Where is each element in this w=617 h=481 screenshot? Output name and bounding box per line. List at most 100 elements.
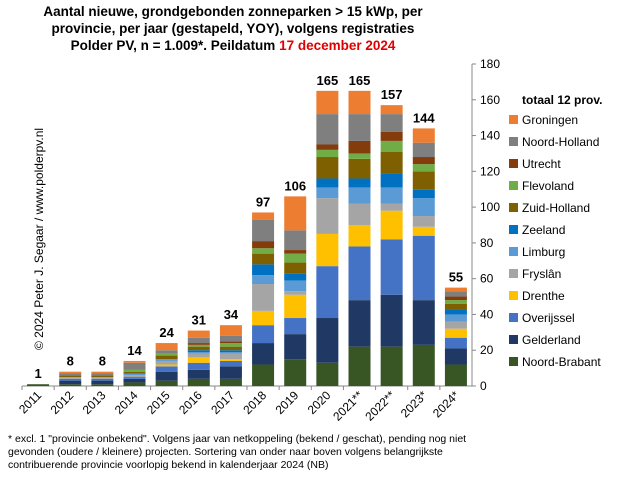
bar-segment-limburg-2018	[252, 275, 275, 285]
bar-segment-zeeland-2020	[316, 178, 339, 188]
legend-swatch-limburg	[509, 247, 518, 256]
title-date: 17 december 2024	[279, 38, 396, 53]
bar-segment-zuid-holland-2021**	[348, 158, 371, 179]
y-tick-label: 100	[480, 200, 500, 214]
bar-segment-noord-holland-2014	[123, 362, 146, 370]
bar-segment-groningen-2017	[219, 325, 242, 336]
y-tick-label: 60	[480, 272, 494, 286]
bar-segment-gelderland-2016	[187, 369, 210, 379]
title-line-3-prefix: Polder PV, n = 1.009*. Peildatum	[70, 38, 280, 53]
legend-label-flevoland: Flevoland	[522, 179, 574, 193]
legend-label-overijssel: Overijssel	[522, 311, 575, 325]
bar-segment-noord-holland-2012	[59, 373, 82, 376]
y-tick-label: 0	[480, 379, 487, 393]
total-label: 157	[381, 87, 403, 102]
legend-label-utrecht: Utrecht	[522, 157, 561, 171]
bar-segment-fryslân-2014	[123, 375, 146, 378]
bar-segment-overijssel-2014	[123, 377, 146, 379]
y-tick-label: 20	[480, 343, 494, 357]
bar-segment-limburg-2021**	[348, 187, 371, 204]
bar-segment-drenthe-2017	[219, 359, 242, 361]
chart-title: Aantal nieuwe, grondgebonden zonneparken…	[18, 3, 448, 54]
x-tick-label: 2021**	[330, 388, 366, 424]
x-tick-label: 2011	[16, 388, 44, 416]
total-label: 14	[127, 343, 142, 358]
bar-segment-noord-brabant-2018	[252, 364, 275, 386]
bar-segment-drenthe-2023*	[412, 226, 435, 236]
bar-segment-groningen-2013	[91, 371, 114, 374]
bar-segment-noord-holland-2018	[252, 219, 275, 242]
bar-segment-utrecht-2017	[219, 341, 242, 344]
total-label: 144	[413, 110, 435, 125]
bar-segment-limburg-2014	[123, 373, 146, 376]
legend-label-gelderland: Gelderland	[522, 333, 581, 347]
bar-segment-noord-holland-2016	[187, 337, 210, 344]
bar-segment-groningen-2022**	[380, 105, 403, 115]
bar-segment-flevoland-2019	[284, 253, 307, 263]
bar-segment-fryslân-2019	[284, 291, 307, 295]
legend-swatch-drenthe	[509, 291, 518, 300]
bar-segment-utrecht-2022**	[380, 131, 403, 141]
bar-segment-fryslân-2017	[219, 353, 242, 360]
bar-segment-flevoland-2015	[155, 353, 178, 356]
bar-segment-groningen-2018	[252, 212, 275, 220]
y-tick-label: 120	[480, 164, 500, 178]
bar-segment-noord-brabant-2022**	[380, 346, 403, 386]
bar-segment-fryslân-2022**	[380, 203, 403, 211]
legend-swatch-groningen	[509, 115, 518, 124]
bar-segment-flevoland-2020	[316, 149, 339, 158]
bar-segment-flevoland-2022**	[380, 140, 403, 152]
bar-segment-noord-brabant-2014	[123, 382, 146, 386]
legend-label-noord-brabant: Noord-Brabant	[522, 355, 601, 369]
bar-segment-groningen-2023*	[412, 128, 435, 143]
bar-segment-zuid-holland-2024*	[444, 303, 467, 310]
bar-segment-noord-brabant-2013	[91, 384, 114, 386]
footnote-line-2: gevonden (oudere / kleinere) projecten. …	[8, 446, 443, 458]
legend-swatch-utrecht	[509, 159, 518, 168]
bar-segment-noord-holland-2019	[284, 230, 307, 251]
bar-segment-groningen-2024*	[444, 287, 467, 292]
total-label: 1	[34, 366, 41, 381]
bar-segment-fryslân-2016	[187, 353, 210, 358]
bar-segment-zuid-holland-2019	[284, 262, 307, 274]
bar-segment-zuid-holland-2014	[123, 371, 146, 374]
bar-segment-flevoland-2016	[187, 344, 210, 347]
bar-segment-noord-holland-2015	[155, 350, 178, 354]
legend-label-groningen: Groningen	[522, 113, 578, 127]
bar-segment-utrecht-2018	[252, 241, 275, 249]
bar-segment-zeeland-2021**	[348, 178, 371, 188]
bar-segment-groningen-2019	[284, 196, 307, 231]
x-tick-label: 2016	[176, 388, 205, 417]
legend-label-noord-holland: Noord-Holland	[522, 135, 599, 149]
total-label: 8	[67, 354, 74, 369]
bar-segment-noord-brabant-2012	[59, 384, 82, 386]
total-label: 8	[99, 354, 106, 369]
bar-segment-groningen-2021**	[348, 90, 371, 115]
title-line-1: Aantal nieuwe, grondgebonden zonneparken…	[43, 4, 423, 19]
bar-segment-zeeland-2017	[219, 350, 242, 353]
bar-segment-noord-brabant-2016	[187, 378, 210, 386]
bar-segment-noord-holland-2022**	[380, 114, 403, 132]
legend-swatch-noord-holland	[509, 137, 518, 146]
bar-segment-noord-holland-2013	[91, 373, 114, 376]
bar-segment-drenthe-2016	[187, 357, 210, 363]
bar-segment-fryslân-2023*	[412, 216, 435, 227]
x-tick-label: 2018	[240, 388, 269, 417]
bar-segment-zuid-holland-2012	[59, 375, 82, 378]
bar-segment-zuid-holland-2022**	[380, 151, 403, 174]
bar-segment-overijssel-2020	[316, 266, 339, 319]
total-label: 165	[349, 73, 371, 88]
legend-label-limburg: Limburg	[522, 245, 565, 259]
legend-swatch-zuid-holland	[509, 203, 518, 212]
bar-segment-gelderland-2014	[123, 378, 146, 383]
bar-segment-noord-brabant-2023*	[412, 344, 435, 386]
legend-swatch-overijssel	[509, 313, 518, 322]
bar-segment-fryslân-2024*	[444, 321, 467, 329]
total-label: 165	[317, 73, 339, 88]
bar-segment-limburg-2023*	[412, 198, 435, 217]
x-tick-label: 2015	[144, 388, 173, 417]
bar-segment-gelderland-2020	[316, 318, 339, 363]
bar-segment-groningen-2015	[155, 343, 178, 351]
bar-segment-fryslân-2020	[316, 198, 339, 234]
bar-segment-fryslân-2015	[155, 360, 178, 365]
